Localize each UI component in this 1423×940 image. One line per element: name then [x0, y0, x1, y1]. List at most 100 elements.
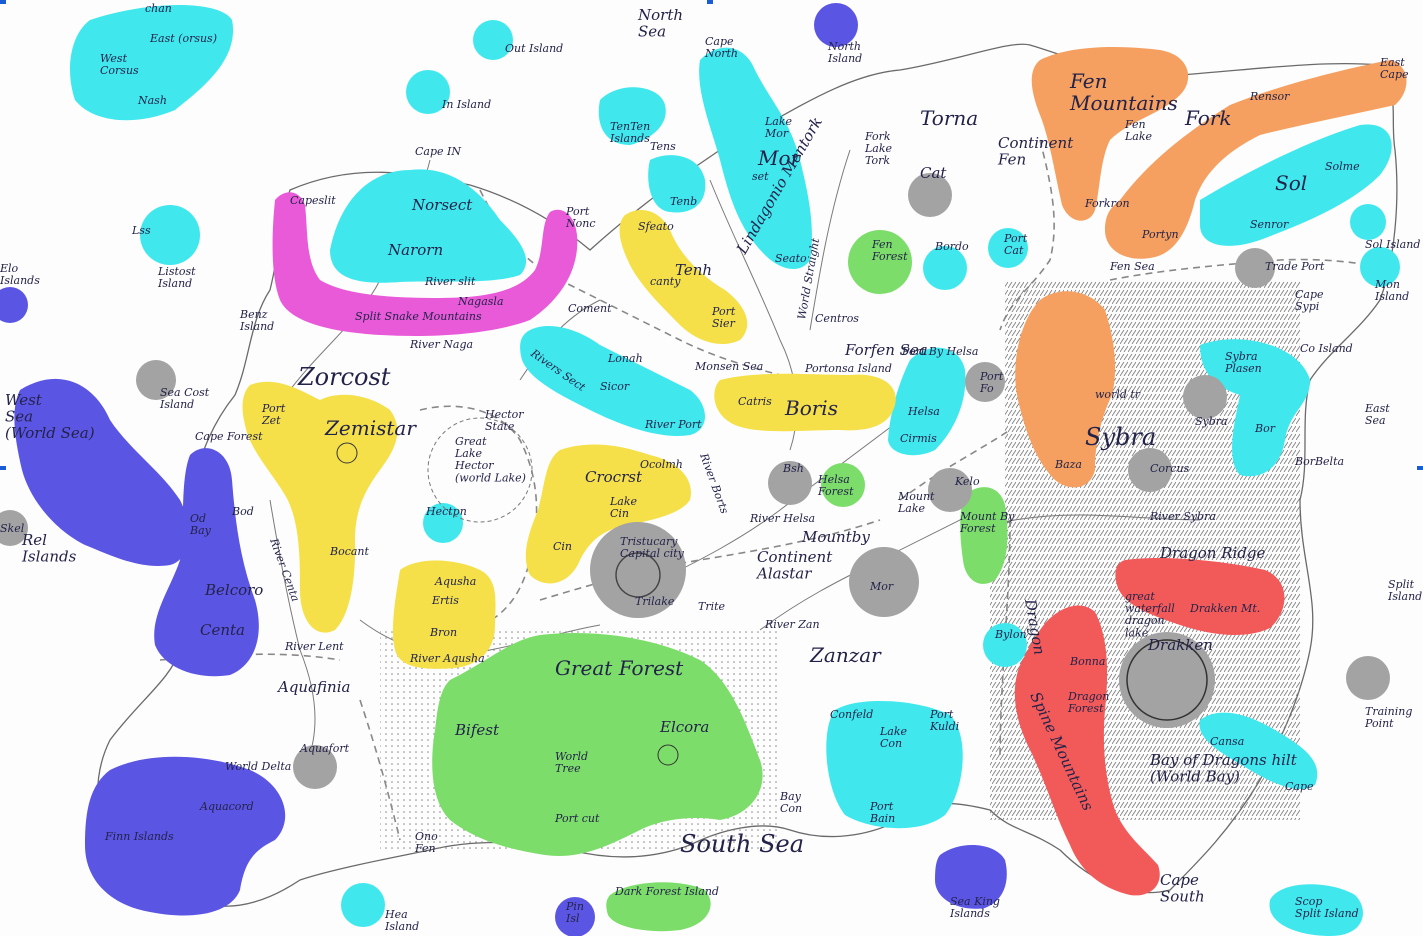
label-continent-fen: Continent Fen [997, 134, 1074, 169]
label-cirmis: Cirmis [900, 432, 937, 445]
label-bifest: Bifest [454, 721, 500, 739]
label-port-cat: Port Cat [1003, 232, 1028, 257]
label-zanzar: Zanzar [809, 643, 882, 667]
spine-mountains-region [1014, 605, 1160, 896]
label-north-sea: North Sea [637, 6, 683, 41]
zemistar-region [242, 381, 398, 633]
label-port-cut: Port cut [554, 812, 600, 825]
label-nash: Nash [137, 94, 167, 107]
label-mount-lake: Mount Lake [897, 490, 935, 515]
label-cape-forest: Cape Forest [195, 430, 263, 443]
split-snake-mountains-region [272, 192, 578, 337]
label-bylon: Bylon [994, 628, 1027, 641]
label-centa: Centa [200, 621, 245, 639]
label-cape-north: Cape North [704, 35, 738, 60]
mount-by-forest-region [960, 487, 1008, 584]
rivers-sect-region [520, 325, 705, 436]
label-river-slit: River slit [424, 275, 476, 288]
label-rensor: Rensor [1249, 90, 1290, 103]
label-cape-sypi: Cape Sypi [1295, 288, 1324, 313]
label-cansa: Cansa [1210, 735, 1244, 748]
label-river-port: River Port [644, 418, 702, 431]
label-centros: Centros [815, 312, 859, 325]
mon-island-region [1360, 247, 1400, 287]
bylon-region [983, 623, 1027, 667]
label-fen-mountains: Fen Mountains [1069, 69, 1178, 115]
trilake-outline [615, 552, 661, 598]
helsa-region [888, 347, 966, 456]
label-portonsa-island: Portonsa Island [804, 362, 892, 375]
label-cape-south: Cape South [1160, 871, 1205, 906]
label-mor: Mor [757, 146, 802, 170]
label-dark-forest-island: Dark Forest Island [614, 885, 719, 898]
label-rel-islands: Rel Islands [21, 531, 77, 566]
label-continent-alastar: Continent Alastar [755, 548, 833, 583]
label-drakken-mt: Drakken Mt. [1189, 602, 1260, 615]
label-bocant: Bocant [329, 545, 370, 558]
label-od-bay: Od Bay [189, 512, 212, 537]
tenten-islands-region [598, 87, 666, 145]
label-trite: Trite [698, 600, 726, 613]
label-fen-sea: Fen Sea [1109, 260, 1155, 273]
label-coment: Coment [568, 302, 612, 315]
label-east-sea: East Sea [1364, 402, 1390, 427]
elo-islands-region [0, 287, 28, 323]
label-south-sea: South Sea [680, 830, 804, 858]
label-port-zet: Port Zet [261, 402, 286, 427]
corcus-region [1128, 448, 1172, 492]
label-in-island: In Island [441, 98, 491, 111]
label-mount-by-forest: Mount By Forest [959, 510, 1015, 535]
label-canty: canty [650, 275, 681, 288]
sea-king-islands-region [935, 844, 1007, 909]
label-listost-island: Listost Island [157, 265, 196, 290]
dark-forest-island-region [606, 882, 711, 932]
label-skel: Skel [0, 522, 25, 535]
label-seato: Seato [775, 252, 807, 265]
cat-region [908, 173, 952, 217]
label-elcora: Elcora [659, 718, 709, 736]
great-lake-hector-outline [427, 417, 533, 523]
label-scop-split-island: Scop Split Island [1295, 895, 1359, 920]
label-east-cape: East Cape [1379, 56, 1409, 81]
label-torna: Torna [920, 106, 978, 130]
label-kelo: Kelo [954, 475, 980, 488]
label-bordo: Bordo [934, 240, 969, 253]
label-cin: Cin [553, 540, 572, 553]
finn-islands-region [85, 756, 286, 916]
label-river-naga: River Naga [409, 338, 473, 351]
port-fo-region [965, 362, 1005, 402]
sybra-plasen-region [1200, 339, 1310, 477]
bordo-region [923, 246, 967, 290]
label-sea-cost-island: Sea Cost Island [159, 386, 210, 411]
label-river-centa: River Centa [267, 536, 302, 604]
trade-port-region [1235, 248, 1275, 288]
label-co-island: Co Island [1300, 342, 1353, 355]
label-hea-island: Hea Island [384, 908, 419, 933]
label-west-sea: West Sea (World Sea) [5, 391, 95, 442]
out-island-region [473, 20, 513, 60]
tens-region [648, 155, 706, 213]
label-borbelta: BorBelta [1294, 455, 1344, 468]
norsect-region [330, 169, 527, 283]
drakken-crater-outline [1126, 639, 1208, 721]
label-great-waterfall: great waterfall dragon lake [1125, 590, 1175, 639]
label-west-corsus: West Corsus [100, 52, 139, 77]
label-port-fo: Port Fo [979, 370, 1004, 395]
in-island-region [406, 70, 450, 114]
tristucary-region [590, 522, 686, 618]
sybra-town-region [1183, 375, 1227, 419]
label-hector-state: Hector State [484, 408, 524, 433]
label-cat: Cat [920, 164, 947, 182]
label-corcus: Corcus [1150, 462, 1190, 475]
label-cape-in: Cape IN [415, 145, 461, 158]
label-bsh: Bsh [782, 462, 804, 475]
label-tenh: Tenh [675, 261, 712, 279]
drakken-region [1119, 632, 1215, 728]
label-ertis: Ertis [431, 594, 459, 607]
label-hectpn: Hectpn [425, 505, 467, 518]
label-set: set [752, 170, 769, 183]
label-great-lake-hector: Great Lake Hector (world Lake) [454, 435, 526, 484]
fen-forest-region [848, 230, 912, 294]
label-out-island: Out Island [505, 42, 563, 55]
label-forfen-sea: Forfen Sea [844, 341, 928, 359]
